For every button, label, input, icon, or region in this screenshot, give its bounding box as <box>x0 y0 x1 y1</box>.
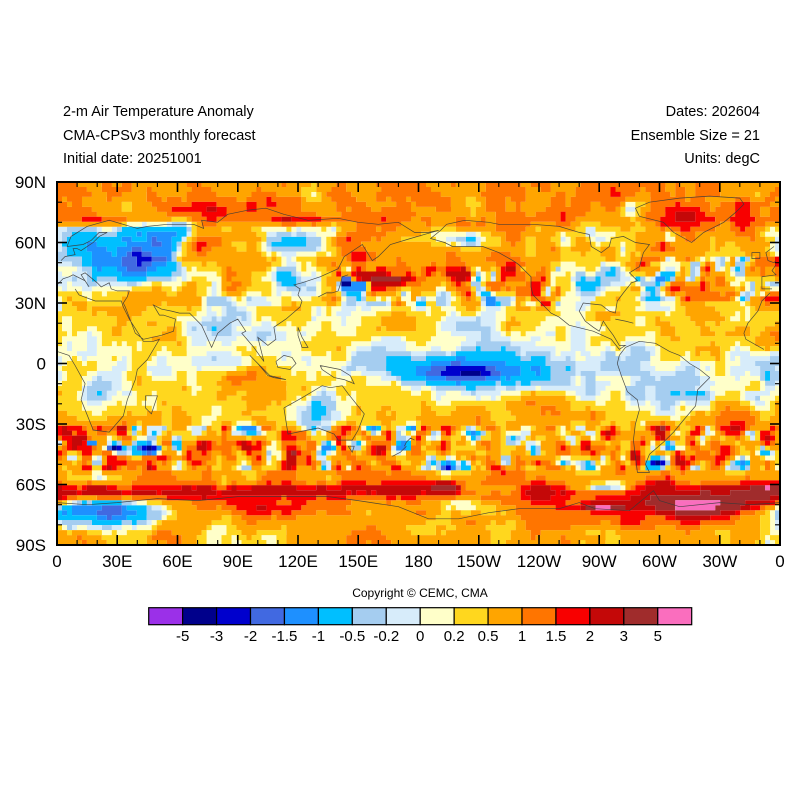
svg-text:Initial date: 20251001: Initial date: 20251001 <box>63 151 202 167</box>
svg-text:0: 0 <box>52 552 61 571</box>
svg-text:60N: 60N <box>15 234 46 253</box>
svg-text:CMA-CPSv3 monthly forecast: CMA-CPSv3 monthly forecast <box>63 128 256 144</box>
svg-text:Ensemble Size = 21: Ensemble Size = 21 <box>631 128 760 144</box>
svg-text:30E: 30E <box>102 552 132 571</box>
svg-text:90N: 90N <box>15 173 46 192</box>
svg-text:Dates: 202604: Dates: 202604 <box>666 104 760 120</box>
svg-text:90W: 90W <box>582 552 617 571</box>
svg-text:0.5: 0.5 <box>478 628 499 645</box>
svg-text:2: 2 <box>586 628 594 645</box>
svg-text:0: 0 <box>775 552 784 571</box>
svg-text:-0.5: -0.5 <box>339 628 365 645</box>
svg-text:30S: 30S <box>16 415 46 434</box>
svg-text:1.5: 1.5 <box>546 628 567 645</box>
svg-text:-0.2: -0.2 <box>373 628 399 645</box>
svg-text:0: 0 <box>416 628 424 645</box>
svg-text:-2: -2 <box>244 628 257 645</box>
svg-text:60S: 60S <box>16 476 46 495</box>
svg-text:5: 5 <box>654 628 662 645</box>
svg-text:-3: -3 <box>210 628 223 645</box>
svg-text:120E: 120E <box>278 552 318 571</box>
svg-text:-1.5: -1.5 <box>272 628 298 645</box>
svg-text:30N: 30N <box>15 294 46 313</box>
svg-text:-5: -5 <box>176 628 189 645</box>
svg-text:150W: 150W <box>457 552 501 571</box>
svg-text:0.2: 0.2 <box>444 628 465 645</box>
svg-text:Units: degC: Units: degC <box>684 151 760 167</box>
svg-text:90S: 90S <box>16 536 46 555</box>
svg-text:30W: 30W <box>702 552 737 571</box>
svg-text:Copyright © CEMC, CMA: Copyright © CEMC, CMA <box>352 586 488 600</box>
svg-text:120W: 120W <box>517 552 561 571</box>
svg-text:90E: 90E <box>223 552 253 571</box>
svg-text:2-m Air Temperature Anomaly: 2-m Air Temperature Anomaly <box>63 104 254 120</box>
svg-text:3: 3 <box>620 628 628 645</box>
svg-text:0: 0 <box>37 355 46 374</box>
svg-text:1: 1 <box>518 628 526 645</box>
svg-text:60W: 60W <box>642 552 677 571</box>
svg-text:-1: -1 <box>312 628 325 645</box>
svg-text:150E: 150E <box>338 552 378 571</box>
svg-text:60E: 60E <box>162 552 192 571</box>
svg-text:180: 180 <box>404 552 432 571</box>
